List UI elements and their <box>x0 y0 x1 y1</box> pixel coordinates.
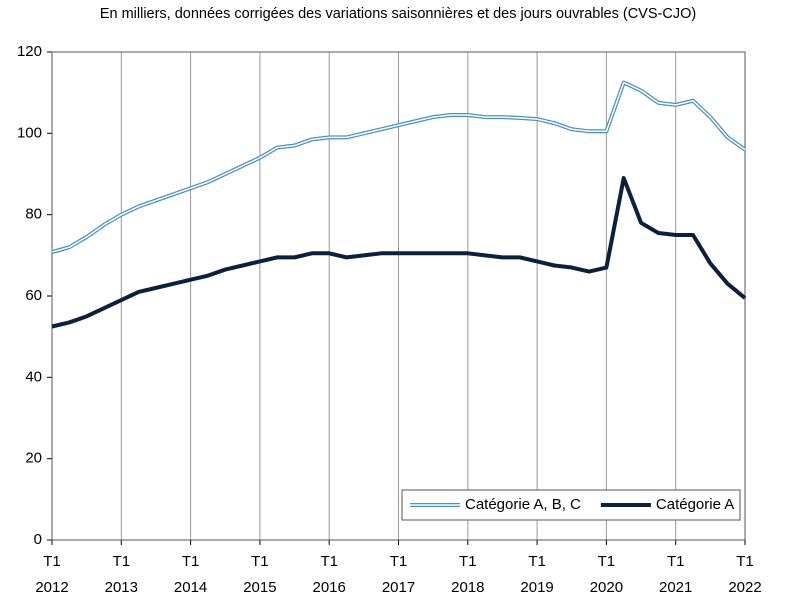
x-tick-label: T1 2020 <box>590 553 623 596</box>
x-tick-label: T1 2015 <box>243 553 276 596</box>
series-line-inner <box>51 81 746 253</box>
x-tick-label: T1 2012 <box>35 553 68 596</box>
x-tick-label: T1 2014 <box>174 553 207 596</box>
legend-label: Catégorie A <box>656 496 734 513</box>
x-tick-label: T1 2017 <box>382 553 415 596</box>
y-tick-label: 80 <box>25 206 42 223</box>
y-tick-label: 0 <box>34 531 42 548</box>
legend-label: Catégorie A, B, C <box>465 496 581 513</box>
chart-title: En milliers, données corrigées des varia… <box>100 6 696 22</box>
x-tick-label: T1 2022 <box>728 553 761 596</box>
y-tick-label: 40 <box>25 368 42 385</box>
x-tick-label: T1 2013 <box>105 553 138 596</box>
series-line <box>51 176 747 329</box>
x-tick-label: T1 2018 <box>451 553 484 596</box>
x-tick-label: T1 2021 <box>659 553 692 596</box>
x-tick-label: T1 2019 <box>520 553 553 596</box>
y-tick-label: 100 <box>17 124 42 141</box>
y-tick-label: 60 <box>25 287 42 304</box>
y-tick-label: 120 <box>17 43 42 60</box>
x-tick-label: T1 2016 <box>313 553 346 596</box>
y-tick-label: 20 <box>25 450 42 467</box>
